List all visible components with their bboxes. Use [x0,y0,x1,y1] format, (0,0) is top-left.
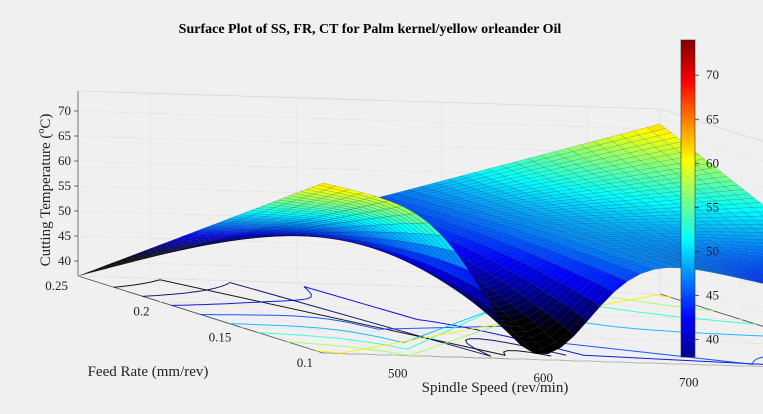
floor-contour [229,304,763,344]
surface-cell [746,267,763,273]
surface-cell [748,277,763,283]
right-floor-edge [659,293,763,327]
surface-cell [754,266,763,271]
z-axis-label-post: C) [38,114,54,129]
z-tick-label: 50 [58,203,71,218]
surface-cell [751,235,763,241]
surface-cell [756,239,763,244]
z-axis-label-pre: Cutting Temperature ( [38,134,54,267]
surface-cell [753,252,763,257]
z-tick-label: 70 [58,103,71,118]
z-tick-label: 40 [58,253,71,268]
surface-cell [744,271,763,277]
x-tick-label: 500 [388,365,408,380]
surface-cell [759,232,763,235]
z-tick-label: 45 [58,228,71,243]
colorbar-tick-label: 60 [706,155,719,170]
x-axis-label: Spindle Speed (rev/min) [422,380,569,396]
z-tick-label: 65 [58,128,71,143]
colorbar-tick-label: 50 [706,243,719,258]
surface-cell [745,254,763,260]
surface-mesh [77,123,763,355]
z-tick-label: 60 [58,153,71,168]
colorbar-tick-label: 55 [706,199,719,214]
z-axis-label: Cutting Temperature (oC) [36,114,54,267]
y-tick-label: 0.15 [209,329,232,344]
colorbar: 40 45 50 55 60 65 70 [680,39,719,358]
surface-cell [751,258,763,263]
surface-cell [757,211,763,216]
floor-contour [315,294,671,354]
floor-contour [171,286,763,365]
surface-cell [747,248,763,254]
right-top-edge [659,108,763,142]
surface-cell [750,274,763,279]
y-tick-label: 0.1 [297,355,313,370]
y-tick-label: 0.25 [45,278,68,293]
surface-cell [745,232,763,237]
colorbar-gradient [680,39,696,358]
floor-contour [113,279,552,357]
surface-cell [756,261,763,266]
y-gridline [241,327,763,344]
surface-cell [754,246,763,251]
surface-cell [748,224,763,229]
floor-contour [286,293,714,356]
floor-contours [113,279,763,365]
surface-cell [760,249,763,252]
surface-cell [749,242,763,248]
y-gridline [322,352,763,367]
colorbar-tick-label: 40 [706,331,719,346]
surface-cell [749,262,763,268]
surface-cell [755,220,763,225]
z-tick-label: 55 [58,178,71,193]
y-tick-label: 0.2 [133,304,149,319]
surface-cell [760,269,763,272]
surface-cell [758,273,763,277]
chart-title: Surface Plot of SS, FR, CT for Palm kern… [179,22,562,37]
surface-cell [752,206,763,212]
z-axis-label-sup: o [36,129,47,134]
floor-contour [142,281,567,357]
surface-cell [746,202,763,208]
surface-cell [752,270,763,275]
back-top-edge [77,90,661,110]
x-tick-label: 600 [534,370,554,385]
surface-cell [755,276,763,281]
surface-cell [743,239,763,244]
colorbar-tick-label: 45 [706,287,719,302]
colorbar-tick-label: 70 [706,67,719,82]
colorbar-tick-label: 65 [706,111,719,126]
x-tick-label: 700 [679,374,699,389]
y-axis-label: Feed Rate (mm/rev) [88,364,209,380]
surface-cell [750,215,763,221]
surface-cell [744,211,763,217]
